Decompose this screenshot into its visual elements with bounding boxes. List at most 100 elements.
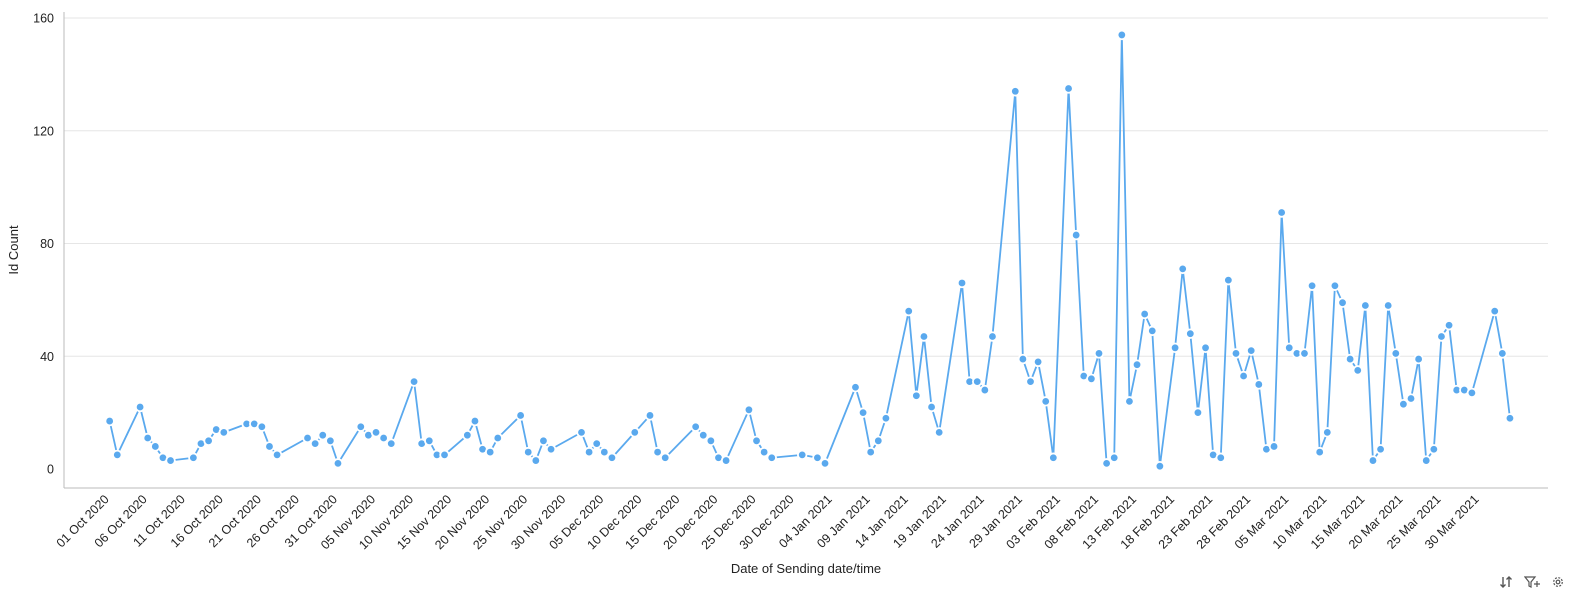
- data-point[interactable]: [1101, 458, 1112, 469]
- data-point[interactable]: [698, 429, 709, 441]
- data-point[interactable]: [1040, 396, 1051, 407]
- data-point[interactable]: [766, 452, 777, 463]
- data-point[interactable]: [256, 421, 268, 432]
- data-point[interactable]: [743, 404, 755, 416]
- data-point[interactable]: [720, 455, 732, 466]
- data-point[interactable]: [933, 427, 945, 438]
- data-point[interactable]: [751, 435, 762, 447]
- data-point[interactable]: [1086, 373, 1097, 385]
- data-point[interactable]: [1017, 353, 1029, 365]
- data-point[interactable]: [1352, 365, 1363, 376]
- data-point[interactable]: [264, 441, 275, 452]
- data-point[interactable]: [1245, 345, 1257, 356]
- data-point[interactable]: [309, 438, 321, 449]
- data-point[interactable]: [386, 438, 397, 449]
- data-point[interactable]: [1238, 370, 1249, 382]
- data-point[interactable]: [203, 435, 214, 447]
- data-point[interactable]: [484, 446, 496, 458]
- data-point[interactable]: [1169, 342, 1181, 353]
- data-point[interactable]: [1109, 452, 1120, 463]
- data-point[interactable]: [165, 455, 176, 466]
- data-point[interactable]: [1390, 348, 1401, 359]
- data-point[interactable]: [1344, 353, 1356, 365]
- data-point[interactable]: [1504, 413, 1516, 424]
- data-point[interactable]: [469, 415, 481, 427]
- data-point[interactable]: [1497, 348, 1508, 359]
- data-point[interactable]: [1147, 325, 1158, 337]
- data-point[interactable]: [979, 384, 991, 396]
- data-point[interactable]: [1360, 300, 1371, 311]
- data-point[interactable]: [332, 458, 344, 469]
- data-point[interactable]: [1375, 444, 1386, 455]
- data-point[interactable]: [370, 427, 382, 438]
- data-point[interactable]: [1299, 348, 1310, 359]
- settings-button[interactable]: [1550, 574, 1566, 590]
- data-point[interactable]: [218, 427, 230, 438]
- data-point[interactable]: [1413, 353, 1424, 365]
- data-point[interactable]: [796, 449, 808, 461]
- data-point[interactable]: [1223, 274, 1234, 286]
- data-point[interactable]: [606, 452, 618, 463]
- data-point[interactable]: [302, 432, 313, 444]
- data-point[interactable]: [987, 331, 998, 342]
- data-point[interactable]: [576, 427, 587, 438]
- data-point[interactable]: [1489, 305, 1500, 317]
- data-point[interactable]: [142, 432, 153, 444]
- data-point[interactable]: [972, 376, 983, 387]
- data-point[interactable]: [1398, 398, 1409, 410]
- data-point[interactable]: [629, 427, 640, 438]
- data-point[interactable]: [515, 410, 526, 421]
- data-point[interactable]: [857, 407, 869, 418]
- data-point[interactable]: [1230, 348, 1242, 359]
- data-point[interactable]: [1322, 427, 1333, 438]
- data-point[interactable]: [1421, 455, 1432, 466]
- data-point[interactable]: [188, 452, 199, 463]
- filter-add-button[interactable]: [1524, 574, 1540, 590]
- data-point[interactable]: [1276, 207, 1287, 218]
- data-point[interactable]: [1154, 460, 1166, 472]
- data-point[interactable]: [492, 432, 503, 444]
- data-point[interactable]: [599, 446, 610, 458]
- data-point[interactable]: [1329, 280, 1341, 291]
- data-point[interactable]: [850, 382, 861, 393]
- data-point[interactable]: [1124, 396, 1135, 407]
- data-point[interactable]: [652, 446, 663, 458]
- data-point[interactable]: [1284, 342, 1295, 353]
- data-point[interactable]: [705, 435, 717, 447]
- data-point[interactable]: [1367, 455, 1379, 466]
- data-point[interactable]: [1382, 300, 1394, 311]
- data-point[interactable]: [1032, 356, 1044, 368]
- data-point[interactable]: [408, 376, 420, 387]
- data-point[interactable]: [911, 390, 922, 401]
- data-point[interactable]: [926, 401, 937, 413]
- data-point[interactable]: [918, 331, 930, 342]
- data-point[interactable]: [1177, 263, 1188, 275]
- data-point[interactable]: [1139, 308, 1150, 320]
- data-point[interactable]: [424, 435, 435, 447]
- sort-button[interactable]: [1498, 574, 1514, 590]
- data-point[interactable]: [1306, 280, 1318, 291]
- data-point[interactable]: [1443, 320, 1455, 331]
- data-point[interactable]: [1268, 441, 1280, 452]
- data-point[interactable]: [1116, 29, 1128, 41]
- data-point[interactable]: [956, 277, 968, 289]
- data-point[interactable]: [1436, 331, 1447, 342]
- data-point[interactable]: [1337, 297, 1348, 308]
- data-point[interactable]: [538, 435, 549, 447]
- data-point[interactable]: [523, 446, 534, 458]
- data-point[interactable]: [355, 421, 367, 432]
- data-point[interactable]: [271, 449, 283, 461]
- data-point[interactable]: [758, 446, 770, 458]
- data-point[interactable]: [462, 429, 473, 441]
- data-point[interactable]: [903, 305, 914, 317]
- data-point[interactable]: [1428, 444, 1440, 455]
- data-point[interactable]: [134, 401, 146, 413]
- data-point[interactable]: [1192, 407, 1204, 418]
- data-point[interactable]: [104, 415, 115, 427]
- data-point[interactable]: [112, 449, 123, 461]
- data-point[interactable]: [1185, 328, 1196, 339]
- data-point[interactable]: [1025, 376, 1036, 387]
- data-point[interactable]: [1215, 452, 1226, 463]
- data-point[interactable]: [1048, 452, 1059, 463]
- data-point[interactable]: [1200, 342, 1211, 353]
